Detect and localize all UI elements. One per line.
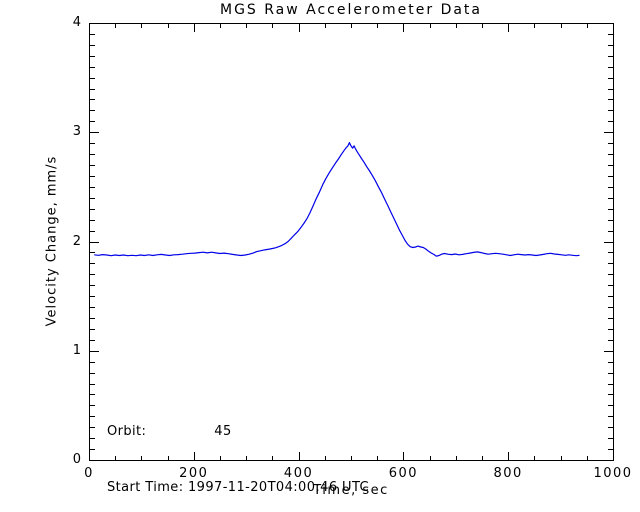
x-tick-label: 800 [493, 466, 523, 481]
plot-box [89, 23, 614, 461]
x-tick-label: 400 [283, 466, 314, 481]
y-tick-label: 2 [72, 233, 82, 249]
x-tick-label: 1000 [593, 466, 633, 481]
y-tick-label: 1 [72, 342, 82, 358]
data-series-line [94, 142, 580, 257]
x-tick-label: 200 [179, 466, 209, 481]
x-tick-label: 0 [84, 466, 94, 481]
y-tick-label: 4 [72, 15, 82, 30]
x-axis-label: Time, sec [313, 483, 389, 498]
chart-title: MGS Raw Accelerometer Data [219, 2, 482, 18]
annotation-start-time: Start Time: 1997-11-20T04:00:46 UTC [107, 479, 369, 495]
annotation-orbit: Orbit: 45 [107, 424, 232, 439]
annotation-block: Orbit: 45 Start Time: 1997-11-20T04:00:4… [107, 386, 369, 512]
y-tick-label: 3 [72, 124, 82, 140]
y-tick-label: 0 [72, 452, 82, 467]
x-tick-label: 600 [388, 466, 419, 481]
